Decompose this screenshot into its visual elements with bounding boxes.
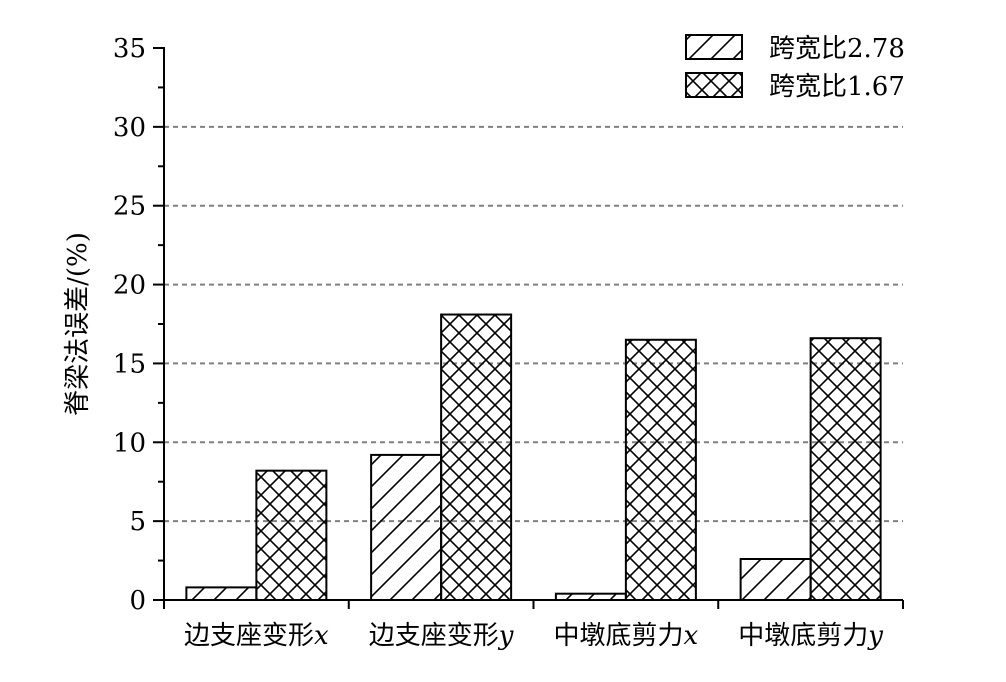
legend: 跨宽比2.78 跨宽比1.67 xyxy=(685,34,905,102)
bar-s2-c4 xyxy=(809,337,882,601)
bar-s1-c4 xyxy=(739,557,812,601)
x-category-label: 中墩底剪力y xyxy=(738,621,883,651)
y-tick-label: 20 xyxy=(113,271,146,301)
y-tick-label: 30 xyxy=(113,113,146,143)
y-axis-title: 脊梁法误差/(%) xyxy=(63,232,93,416)
bar-s1-c1 xyxy=(185,586,258,602)
x-category-text: 边支座变形 xyxy=(369,621,499,651)
axes xyxy=(153,47,904,609)
legend-swatch-2 xyxy=(685,72,743,98)
x-category-variable: y xyxy=(498,621,514,651)
legend-label-2: 跨宽比1.67 xyxy=(769,72,905,102)
x-category-variable: x xyxy=(314,621,329,651)
bar-s1-c2 xyxy=(370,453,443,601)
x-category-label: 边支座变形x xyxy=(184,621,329,651)
x-category-label: 边支座变形y xyxy=(369,621,514,651)
x-category-variable: x xyxy=(684,621,699,651)
legend-swatch-1 xyxy=(685,34,743,60)
x-category-text: 中墩底剪力 xyxy=(738,621,868,651)
legend-label-1: 跨宽比2.78 xyxy=(769,34,905,64)
bars xyxy=(185,313,882,602)
x-category-text: 边支座变形 xyxy=(184,621,314,651)
x-category-label: 中墩底剪力x xyxy=(554,621,699,651)
y-tick-label: 25 xyxy=(113,192,146,222)
bar-s2-c1 xyxy=(255,469,328,601)
y-tick-label: 10 xyxy=(113,428,146,458)
gridlines xyxy=(164,125,903,523)
x-category-text: 中墩底剪力 xyxy=(554,621,684,651)
y-tick-label: 15 xyxy=(113,349,146,379)
bar-s2-c2 xyxy=(440,313,513,601)
y-tick-label: 0 xyxy=(129,586,146,616)
y-tick-label: 35 xyxy=(113,34,146,64)
bar-s2-c3 xyxy=(624,338,697,601)
x-category-variable: y xyxy=(867,621,883,651)
y-tick-label: 5 xyxy=(129,507,146,537)
